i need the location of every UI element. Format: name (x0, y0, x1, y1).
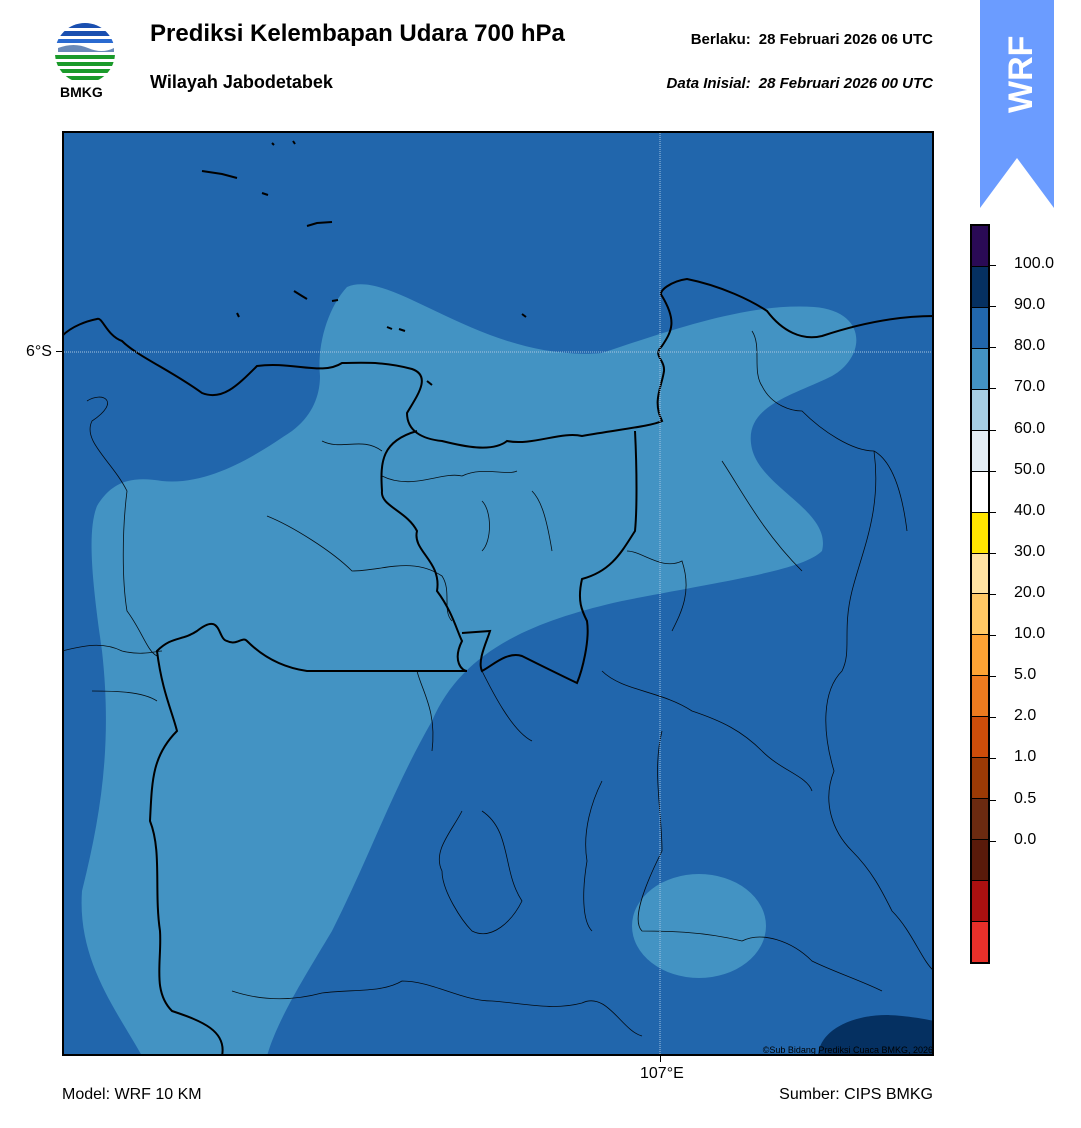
colorbar-segment (972, 593, 988, 635)
colorbar-label: 80.0 (1014, 337, 1046, 354)
colorbar-tick (990, 594, 996, 595)
colorbar-label: 30.0 (1014, 543, 1046, 560)
init-time: Data Inisial: 28 Februari 2026 00 UTC (667, 75, 933, 92)
colorbar-segment (972, 920, 988, 962)
colorbar-segment (972, 306, 988, 348)
humidity-band-70-80 (81, 284, 857, 1056)
colorbar-segment (972, 798, 988, 840)
colorbar-segment (972, 388, 988, 430)
colorbar-tick (990, 676, 996, 677)
page-title: Prediksi Kelembapan Udara 700 hPa (150, 20, 565, 47)
colorbar-tick (990, 758, 996, 759)
colorbar-segment (972, 634, 988, 676)
colorbar-segment (972, 511, 988, 553)
humidity-blob-70-80 (632, 874, 766, 978)
colorbar-segment (972, 880, 988, 921)
colorbar-segment (972, 675, 988, 717)
colorbar-label: 5.0 (1014, 666, 1037, 683)
colorbar-label: 10.0 (1014, 625, 1046, 642)
colorbar-label: 0.0 (1014, 831, 1037, 848)
valid-value: 28 Februari 2026 06 UTC (758, 31, 933, 48)
colorbar-tick (990, 347, 996, 348)
humidity-patch-90-100 (818, 1015, 934, 1056)
colorbar-label: 50.0 (1014, 461, 1046, 478)
colorbar (970, 224, 990, 964)
colorbar-segment (972, 470, 988, 512)
colorbar-segment (972, 347, 988, 389)
wrf-badge-text: WRF (1002, 36, 1040, 113)
region-subtitle: Wilayah Jabodetabek (150, 72, 333, 92)
model-label: Model: WRF 10 KM (62, 1086, 202, 1103)
lon-tick-mark (660, 1056, 661, 1062)
colorbar-tick (990, 265, 996, 266)
bmkg-logo-icon (54, 22, 116, 84)
colorbar-tick (990, 388, 996, 389)
colorbar-tick (990, 471, 996, 472)
district-boundaries (62, 330, 934, 1037)
colorbar-tick (990, 512, 996, 513)
colorbar-label: 20.0 (1014, 584, 1046, 601)
map-credit: ©Sub Bidang Prediksi Cuaca BMKG, 2026 (762, 1045, 933, 1055)
colorbar-tick (990, 635, 996, 636)
colorbar-label: 2.0 (1014, 707, 1037, 724)
lat-tick-mark (56, 351, 62, 352)
wrf-badge: WRF (980, 0, 1054, 208)
colorbar-segment (972, 839, 988, 880)
map-frame (62, 131, 934, 1056)
colorbar-tick (990, 430, 996, 431)
colorbar-tick (990, 717, 996, 718)
colorbar-label: 1.0 (1014, 748, 1037, 765)
colorbar-segment (972, 265, 988, 307)
humidity-map (62, 131, 934, 1056)
colorbar-segment (972, 716, 988, 758)
colorbar-label: 0.5 (1014, 790, 1037, 807)
logo-text: BMKG (60, 84, 103, 100)
colorbar-tick (990, 553, 996, 554)
colorbar-tick (990, 841, 996, 842)
colorbar-label: 60.0 (1014, 420, 1046, 437)
init-label: Data Inisial: (666, 75, 751, 92)
lon-tick-label: 107°E (640, 1065, 684, 1082)
lat-tick-label: 6°S (26, 343, 52, 360)
colorbar-segment (972, 757, 988, 799)
islands (201, 140, 527, 386)
colorbar-tick (990, 800, 996, 801)
colorbar-tick (990, 306, 996, 307)
init-value: 28 Februari 2026 00 UTC (758, 75, 933, 92)
province-boundary-east (461, 430, 638, 685)
colorbar-segment (972, 552, 988, 594)
colorbar-label: 70.0 (1014, 378, 1046, 395)
valid-time: Berlaku: 28 Februari 2026 06 UTC (691, 31, 933, 48)
valid-label: Berlaku: (690, 31, 751, 48)
colorbar-label: 40.0 (1014, 502, 1046, 519)
colorbar-segments (972, 226, 988, 962)
source-label: Sumber: CIPS BMKG (779, 1086, 933, 1103)
province-boundary (148, 430, 468, 1056)
coastline (62, 277, 934, 449)
colorbar-label: 90.0 (1014, 296, 1046, 313)
colorbar-segment (972, 429, 988, 471)
colorbar-segment (972, 226, 988, 266)
colorbar-label: 100.0 (1014, 255, 1055, 272)
